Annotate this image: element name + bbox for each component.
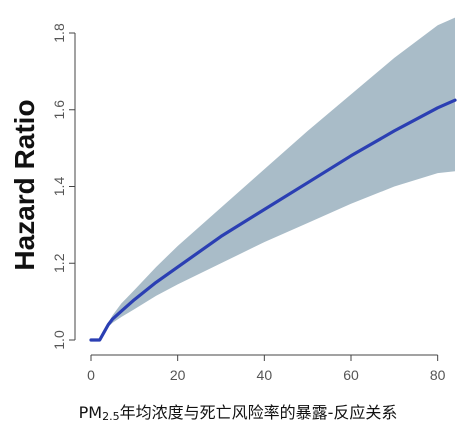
hazard-ratio-curve <box>89 98 457 342</box>
x-tick-label: 20 <box>170 367 186 383</box>
x-tick-label: 0 <box>87 367 95 383</box>
y-tick-label: 1.8 <box>51 23 67 43</box>
figure-caption: PM2.5年均浓度与死亡风险率的暴露-反应关系 <box>0 399 476 423</box>
x-tick-label: 60 <box>343 367 359 383</box>
y-tick-label: 1.6 <box>51 100 67 120</box>
x-tick-label: 80 <box>430 367 446 383</box>
caption-prefix: PM <box>78 403 103 422</box>
y-ticks: 1.0 1.2 1.4 1.6 1.8 <box>51 23 75 350</box>
y-tick-label: 1.0 <box>51 330 67 350</box>
y-axis-label: Hazard Ratio <box>9 99 40 270</box>
y-tick-label: 1.4 <box>51 177 67 197</box>
x-ticks: 0 20 40 60 80 <box>87 355 446 383</box>
caption-subscript: 2.5 <box>102 410 120 423</box>
y-tick-label: 1.2 <box>51 253 67 273</box>
caption-text: 年均浓度与死亡风险率的暴露-反应关系 <box>119 403 398 422</box>
x-tick-label: 40 <box>257 367 273 383</box>
confidence-band <box>91 17 455 340</box>
